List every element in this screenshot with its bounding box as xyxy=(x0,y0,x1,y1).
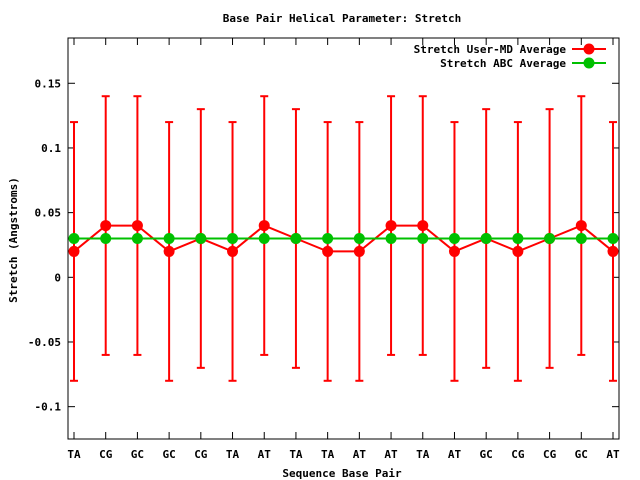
x-tick-label: CG xyxy=(194,448,208,461)
data-point xyxy=(227,233,239,244)
x-tick-label: TA xyxy=(321,448,335,461)
data-point xyxy=(163,233,175,244)
x-tick-label: GC xyxy=(575,448,588,461)
plot-frame xyxy=(67,37,620,440)
data-point xyxy=(448,245,460,257)
x-tick-label: TA xyxy=(289,448,303,461)
data-point xyxy=(322,233,334,244)
legend-label: Stretch ABC Average xyxy=(440,57,566,70)
data-point xyxy=(512,233,524,244)
data-point xyxy=(417,220,429,232)
data-point xyxy=(68,233,80,244)
data-point xyxy=(195,233,207,244)
series-1 xyxy=(68,233,619,244)
x-tick-label: AT xyxy=(384,448,398,461)
x-tick-label: AT xyxy=(606,448,620,461)
x-tick-label: AT xyxy=(448,448,462,461)
data-point xyxy=(353,233,365,244)
data-point xyxy=(258,220,270,232)
x-axis: TA CG GC GC CG TA AT TA TA AT AT TA AT GC CG CG GC AT xyxy=(67,38,620,461)
data-point xyxy=(607,245,619,257)
data-point xyxy=(544,233,556,244)
x-tick-label: TA xyxy=(226,448,240,461)
x-tick-label: GC xyxy=(131,448,144,461)
y-tick-label: 0.15 xyxy=(35,77,62,90)
x-tick-label: GC xyxy=(162,448,175,461)
chart-title: Base Pair Helical Parameter: Stretch xyxy=(223,12,461,25)
data-point xyxy=(322,245,334,257)
data-point xyxy=(512,245,524,257)
data-point xyxy=(100,220,112,232)
data-point xyxy=(290,233,302,244)
data-point xyxy=(353,245,365,257)
legend-swatch-marker xyxy=(583,57,595,69)
y-axis: 0.15 0.1 0.05 0 -0.05 -0.1 xyxy=(28,77,619,414)
data-point xyxy=(227,245,239,257)
data-point xyxy=(607,233,619,244)
data-point xyxy=(131,233,143,244)
y-tick-label: -0.05 xyxy=(28,336,61,349)
x-tick-label: CG xyxy=(99,448,113,461)
data-point xyxy=(163,245,175,257)
x-axis-label: Sequence Base Pair xyxy=(282,467,402,480)
series-line xyxy=(73,224,614,253)
x-tick-label: AT xyxy=(353,448,367,461)
data-point xyxy=(448,233,460,244)
data-point xyxy=(385,220,397,232)
y-tick-label: 0.05 xyxy=(35,207,62,220)
data-point xyxy=(480,233,492,244)
data-point xyxy=(417,233,429,244)
y-tick-label: 0.1 xyxy=(41,142,61,155)
data-point xyxy=(385,233,397,244)
data-point xyxy=(68,245,80,257)
x-tick-label: GC xyxy=(480,448,493,461)
y-tick-label: -0.1 xyxy=(35,401,62,414)
x-tick-label: TA xyxy=(67,448,81,461)
x-tick-label: CG xyxy=(543,448,557,461)
series-0 xyxy=(68,95,619,382)
data-point xyxy=(100,233,112,244)
y-tick-label: 0 xyxy=(54,271,61,284)
x-tick-label: AT xyxy=(258,448,272,461)
legend-swatch-marker xyxy=(583,43,595,55)
data-point xyxy=(258,233,270,244)
data-point xyxy=(575,220,587,232)
x-tick-label: CG xyxy=(511,448,525,461)
y-axis-label: Stretch (Angstroms) xyxy=(7,177,20,303)
data-point xyxy=(575,233,587,244)
legend-label: Stretch User-MD Average xyxy=(414,43,567,56)
x-tick-label: TA xyxy=(416,448,430,461)
data-point xyxy=(131,220,143,232)
series-layer xyxy=(68,95,619,382)
